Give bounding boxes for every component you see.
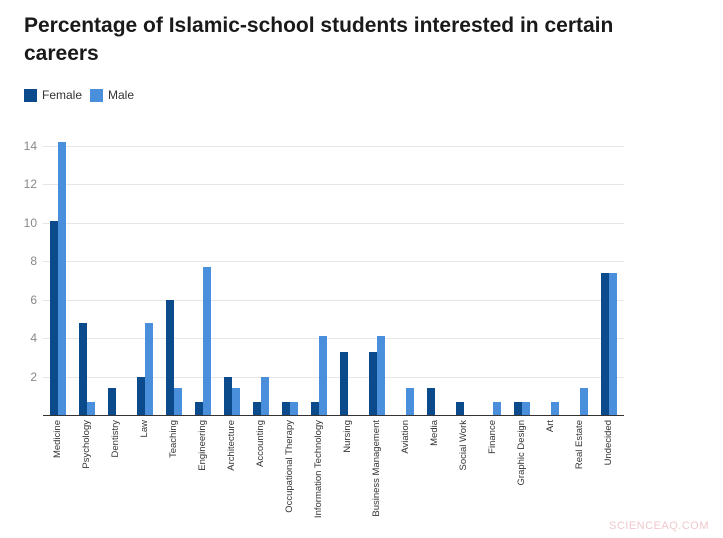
x-tick-label: Aviation [400,420,412,454]
bar-male[interactable] [580,388,589,415]
watermark: SCIENCEAQ.COM [608,520,709,532]
x-tick-label: Business Management [371,420,383,517]
bar-female[interactable] [310,401,319,415]
gridline [43,222,624,224]
x-axis-labels: Medicine Psychology Dentistry Law Teaching En… [43,420,624,530]
bar-female[interactable] [514,401,523,415]
bar-male[interactable] [260,376,269,415]
y-tick-label: 2 [30,369,37,384]
bar-male[interactable] [202,267,211,415]
x-tick-label: Graphic Design [516,420,528,486]
bar-female[interactable] [601,272,610,415]
gridline [43,184,624,186]
bar-male[interactable] [493,401,502,415]
female-swatch-icon [24,88,37,102]
y-tick-label: 6 [30,292,37,307]
x-tick-label: Teaching [167,420,179,459]
gridline [43,376,624,378]
gridline [43,146,624,147]
x-tick-label: Nursing [342,420,354,453]
bar-male[interactable] [173,388,182,415]
x-tick-label: Law [138,420,150,438]
bar-female[interactable] [165,299,174,415]
y-tick-label: 4 [30,331,37,346]
legend-item-male[interactable]: Male [90,88,134,102]
bar-male[interactable] [522,401,531,415]
bar-female[interactable] [194,401,203,415]
x-tick-label: Information Technology [312,420,324,519]
x-tick-label: Occupational Therapy [283,420,295,513]
male-swatch-icon [90,88,104,102]
bar-male[interactable] [144,322,153,415]
x-tick-label: Architecture [225,420,237,471]
bar-female[interactable] [49,220,58,415]
x-tick-label: Undecided [603,420,615,466]
gridline [43,338,624,340]
y-tick-label: 10 [23,215,37,230]
legend-item-female[interactable]: Female [24,88,82,102]
bar-male[interactable] [377,336,386,415]
x-tick-label: Medicine [51,420,63,459]
bar-female[interactable] [281,401,290,415]
bar-female[interactable] [78,322,87,415]
y-tick-label: 12 [23,177,37,192]
bar-male[interactable] [318,336,327,415]
bar-female[interactable] [340,351,349,415]
chart-title: Percentage of Islamic-school students in… [24,14,614,65]
bar-male[interactable] [609,272,618,415]
x-tick-label: Media [429,420,441,446]
bar-male[interactable] [57,142,66,415]
bar-female[interactable] [223,376,232,415]
x-tick-label: Social Work [458,420,470,471]
bar-female[interactable] [252,401,261,415]
x-tick-label: Finance [487,420,499,454]
y-tick-label: 14 [23,139,37,153]
x-tick-label: Real Estate [574,420,586,470]
bar-male[interactable] [231,388,240,415]
legend-label-male: Male [108,88,135,102]
bar-male[interactable] [289,401,298,415]
bar-female[interactable] [107,388,116,415]
x-tick-label: Dentistry [109,420,121,458]
gridline [43,261,624,263]
x-tick-label: Engineering [196,420,208,471]
bar-male[interactable] [406,388,415,415]
bar-female[interactable] [136,376,145,415]
x-tick-label: Psychology [80,420,92,469]
bar-female[interactable] [369,351,378,415]
x-tick-label: Accounting [254,420,266,468]
bar-male[interactable] [551,401,560,415]
gridline [43,299,624,301]
y-tick-label: 8 [30,254,37,269]
bar-female[interactable] [456,401,465,415]
bar-male[interactable] [86,401,95,415]
plot-area: 2 4 6 8 10 12 14 [24,139,624,416]
x-tick-label: Art [545,420,557,433]
x-axis-line [43,415,624,416]
legend-label-female: Female [42,88,83,102]
legend: Female Male [24,88,142,102]
bar-female[interactable] [427,388,436,415]
